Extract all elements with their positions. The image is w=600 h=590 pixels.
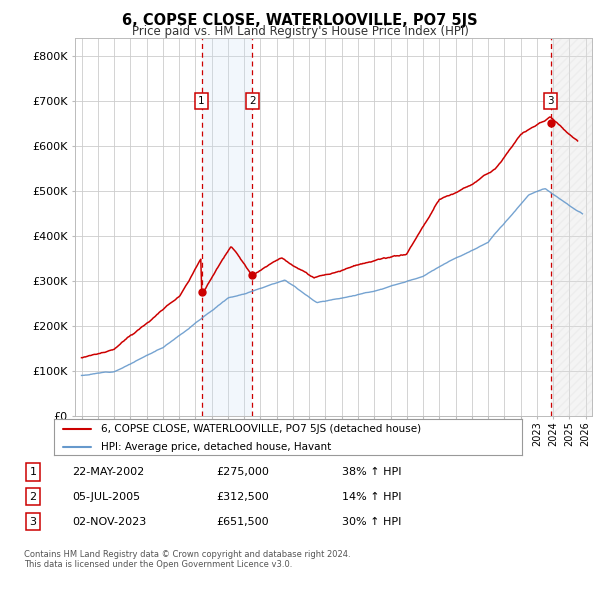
Text: 1: 1 <box>198 96 205 106</box>
Text: 6, COPSE CLOSE, WATERLOOVILLE, PO7 5JS: 6, COPSE CLOSE, WATERLOOVILLE, PO7 5JS <box>122 13 478 28</box>
Text: 2: 2 <box>249 96 256 106</box>
Text: 6, COPSE CLOSE, WATERLOOVILLE, PO7 5JS (detached house): 6, COPSE CLOSE, WATERLOOVILLE, PO7 5JS (… <box>101 424 421 434</box>
Text: 02-NOV-2023: 02-NOV-2023 <box>72 517 146 526</box>
Text: 2: 2 <box>29 492 37 502</box>
Text: This data is licensed under the Open Government Licence v3.0.: This data is licensed under the Open Gov… <box>24 560 292 569</box>
Bar <box>551 38 592 416</box>
Text: 30% ↑ HPI: 30% ↑ HPI <box>342 517 401 526</box>
Text: £651,500: £651,500 <box>216 517 269 526</box>
Text: 3: 3 <box>29 517 37 526</box>
Text: £275,000: £275,000 <box>216 467 269 477</box>
Text: 05-JUL-2005: 05-JUL-2005 <box>72 492 140 502</box>
Text: 14% ↑ HPI: 14% ↑ HPI <box>342 492 401 502</box>
Text: Price paid vs. HM Land Registry's House Price Index (HPI): Price paid vs. HM Land Registry's House … <box>131 25 469 38</box>
Text: £312,500: £312,500 <box>216 492 269 502</box>
Text: 1: 1 <box>29 467 37 477</box>
Text: 38% ↑ HPI: 38% ↑ HPI <box>342 467 401 477</box>
Text: 3: 3 <box>547 96 554 106</box>
Text: 22-MAY-2002: 22-MAY-2002 <box>72 467 144 477</box>
Bar <box>202 38 253 416</box>
Text: HPI: Average price, detached house, Havant: HPI: Average price, detached house, Hava… <box>101 442 331 453</box>
Text: Contains HM Land Registry data © Crown copyright and database right 2024.: Contains HM Land Registry data © Crown c… <box>24 550 350 559</box>
